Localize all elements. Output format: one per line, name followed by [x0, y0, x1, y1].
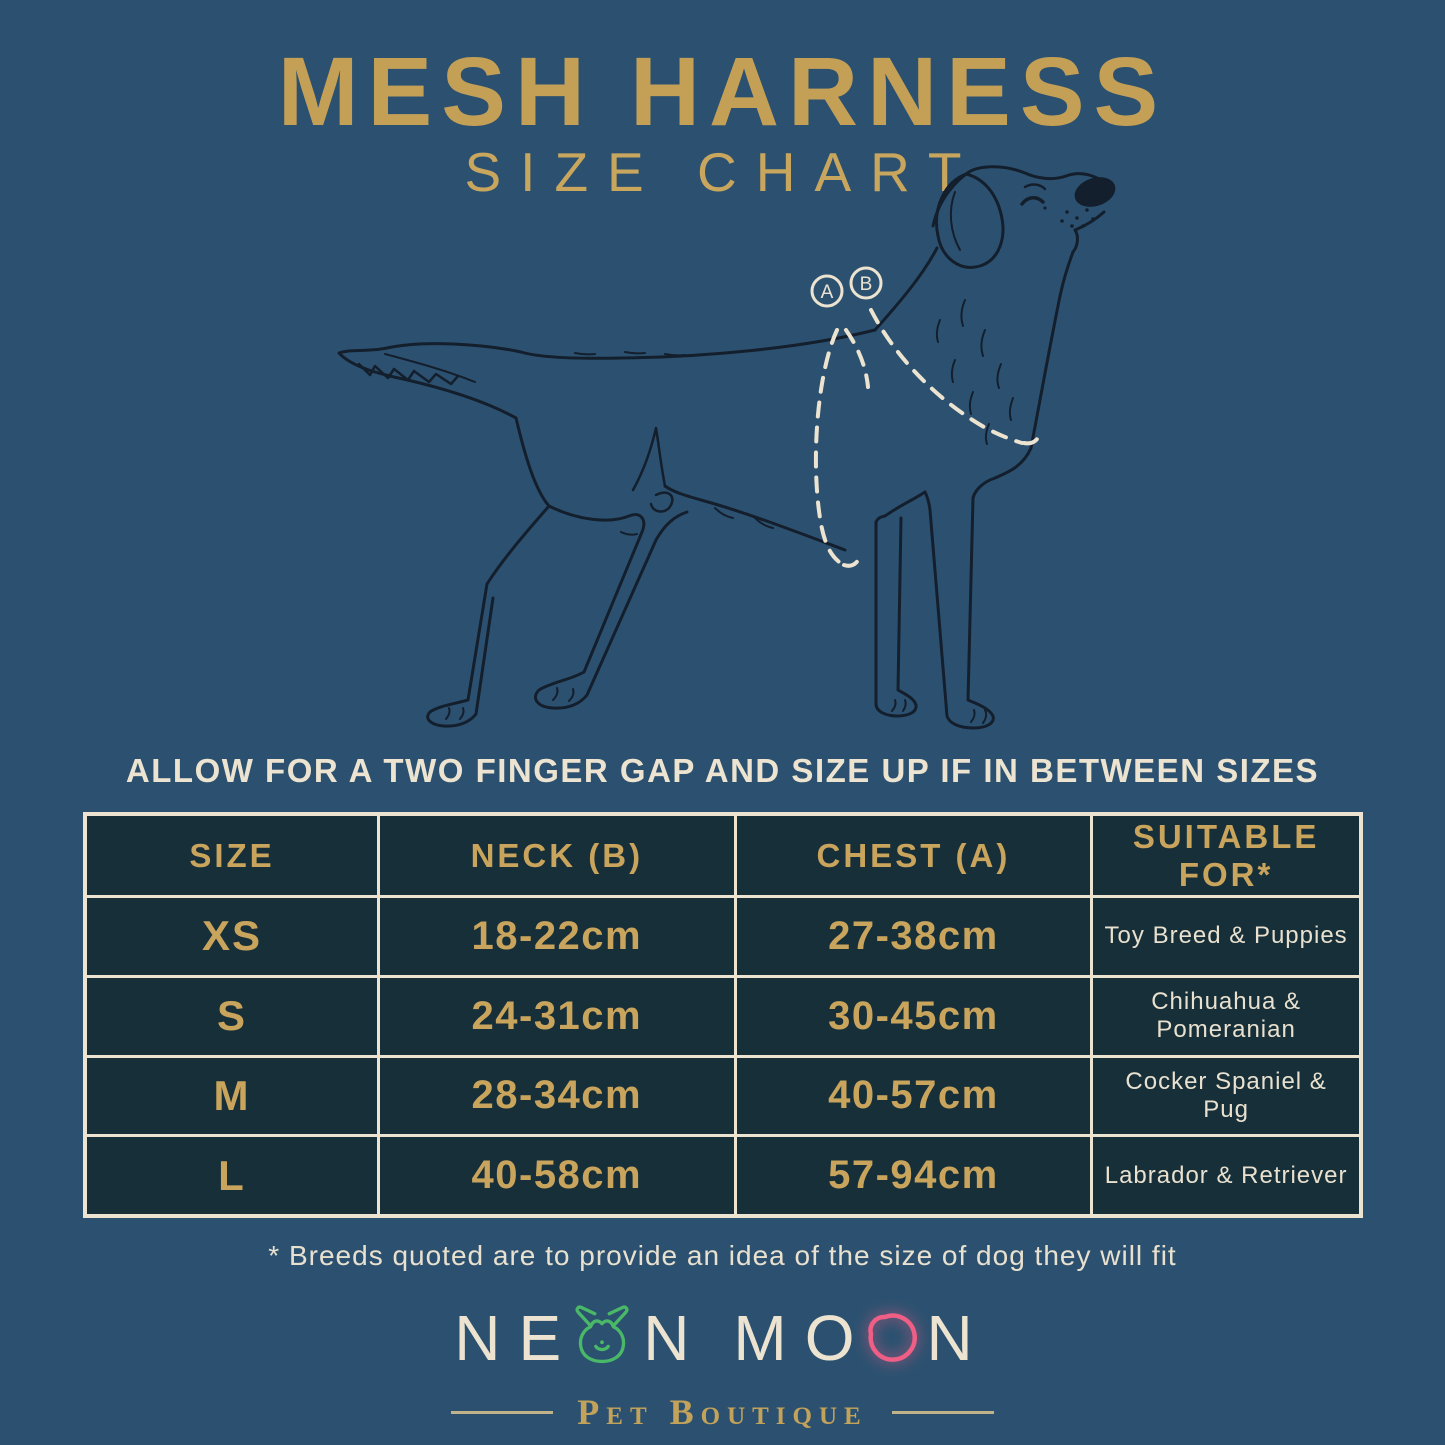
cell-size: L	[87, 1137, 378, 1214]
muzzle-freckles	[1035, 196, 1095, 228]
dog-outline	[337, 165, 1116, 730]
neck-measure-line	[869, 308, 1024, 445]
table-header-row: SIZE NECK (B) CHEST (A) SUITABLE FOR*	[87, 816, 1359, 896]
chest-measure-line	[813, 328, 844, 566]
dog-face-icon	[573, 1303, 631, 1365]
cell-suitable: Chihuahua & Pomeranian	[1093, 977, 1359, 1055]
table-row: XS 18-22cm 27-38cm Toy Breed & Puppies	[87, 898, 1359, 975]
tagline-right-rule	[891, 1410, 994, 1414]
measure-label-a-icon	[810, 274, 844, 308]
page-subtitle: SIZE CHART	[464, 141, 981, 203]
neck-measure-line-hook	[1022, 428, 1043, 446]
cell-size: M	[87, 1057, 378, 1135]
brand-logo: NE N MO N	[0, 1300, 1445, 1376]
logo-text-mo: MO	[733, 1302, 873, 1374]
breeds-footnote: * Breeds quoted are to provide an idea o…	[268, 1240, 1177, 1271]
fit-note: ALLOW FOR A TWO FINGER GAP AND SIZE UP I…	[125, 752, 1320, 789]
column-header-neck: NECK (B)	[380, 816, 734, 896]
size-table: SIZE NECK (B) CHEST (A) SUITABLE FOR* XS…	[83, 812, 1363, 1218]
column-header-size: SIZE	[87, 816, 378, 896]
table-row: L 40-58cm 57-94cm Labrador & Retriever	[87, 1137, 1359, 1214]
measure-label-a: A	[821, 282, 834, 303]
measure-label-b-icon	[849, 266, 883, 300]
logo-text-n2: N	[926, 1302, 991, 1374]
measure-label-b: B	[860, 274, 873, 295]
column-header-chest: CHEST (A)	[736, 816, 1091, 896]
logo-text-n1: N	[643, 1302, 708, 1374]
crescent-moon-icon	[865, 1309, 917, 1363]
cell-chest: 40-57cm	[736, 1057, 1091, 1135]
dog-illustration: A B	[337, 165, 1116, 730]
cell-suitable: Labrador & Retriever	[1093, 1137, 1359, 1214]
table-row: S 24-31cm 30-45cm Chihuahua & Pomeranian	[87, 977, 1359, 1055]
tagline-left-rule	[451, 1410, 554, 1414]
logo-tagline-row: Pet Boutique	[0, 1394, 1445, 1430]
logo-tagline: Pet Boutique	[577, 1392, 868, 1432]
cell-size: S	[87, 977, 378, 1055]
cell-suitable: Toy Breed & Puppies	[1093, 898, 1359, 975]
chest-measure-line-hook	[842, 551, 863, 568]
cell-chest: 57-94cm	[736, 1137, 1091, 1214]
page-title: MESH HARNESS	[277, 37, 1168, 146]
table-row: M 28-34cm 40-57cm Cocker Spaniel & Pug	[87, 1057, 1359, 1135]
chest-measure-line-far	[844, 328, 870, 389]
cell-neck: 24-31cm	[380, 977, 734, 1055]
cell-neck: 40-58cm	[380, 1137, 734, 1214]
cell-suitable: Cocker Spaniel & Pug	[1093, 1057, 1359, 1135]
cell-chest: 30-45cm	[736, 977, 1091, 1055]
cell-size: XS	[87, 898, 378, 975]
cell-chest: 27-38cm	[736, 898, 1091, 975]
dog-nose	[1074, 177, 1116, 207]
cell-neck: 18-22cm	[380, 898, 734, 975]
logo-text-ne: NE	[454, 1302, 580, 1374]
column-header-suitable: SUITABLE FOR*	[1093, 816, 1359, 896]
cell-neck: 28-34cm	[380, 1057, 734, 1135]
